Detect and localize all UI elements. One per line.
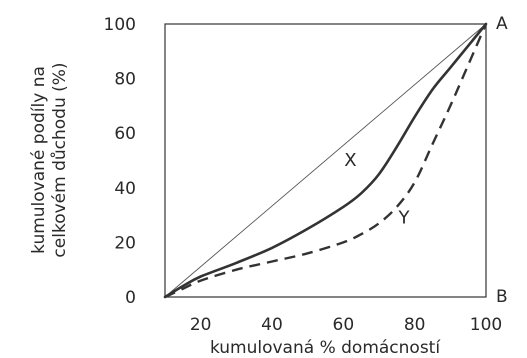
curve-label-y: Y	[397, 207, 410, 228]
series-layer	[163, 22, 488, 299]
y-axis-title-line-1: kumulované podíly na	[29, 66, 49, 254]
x-tick-label: 20	[190, 315, 212, 335]
plot-frame	[164, 23, 487, 298]
y-tick-label: 0	[125, 288, 136, 308]
series-line-y	[164, 23, 488, 299]
y-axis-title: kumulované podíly na celkovém důchodu (%…	[29, 62, 70, 257]
corner-label-b: B	[496, 287, 508, 307]
y-tick-label: 60	[114, 124, 136, 144]
curve-labels: XY	[344, 150, 410, 228]
x-axis-title: kumulovaná % domácností	[210, 338, 441, 358]
y-tick-label: 40	[114, 179, 136, 199]
y-tick-label: 20	[114, 233, 136, 253]
x-tick-labels: 20 40 60 80 100	[190, 315, 502, 335]
corner-label-a: A	[496, 14, 508, 34]
y-tick-label: 80	[114, 70, 136, 90]
series-line-equality	[164, 23, 487, 298]
x-tick-label: 100	[470, 315, 502, 335]
x-tick-label: 40	[261, 315, 283, 335]
series-line-x	[163, 22, 488, 299]
y-tick-labels: 0 20 40 60 80 100	[104, 15, 136, 308]
x-tick-label: 80	[404, 315, 426, 335]
y-axis-title-line-2: celkovém důchodu (%)	[50, 62, 70, 257]
curve-label-x: X	[344, 150, 356, 171]
x-tick-label: 60	[333, 315, 355, 335]
y-tick-label: 100	[104, 15, 136, 35]
